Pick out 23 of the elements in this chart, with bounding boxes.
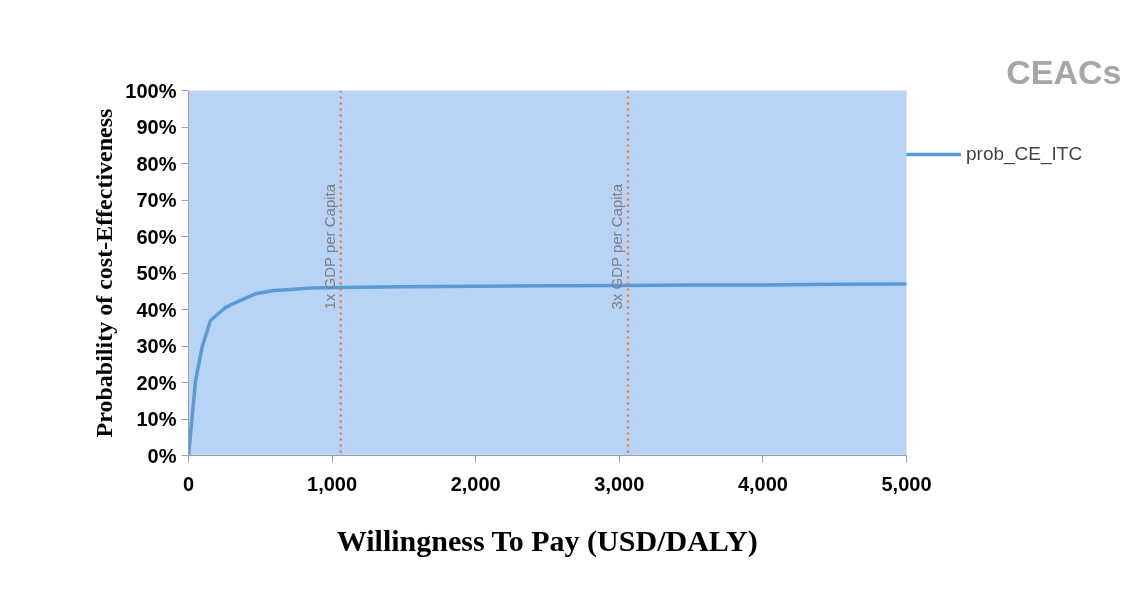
y-tick-label: 40% xyxy=(136,298,177,321)
x-axis-title: Willingness To Pay (USD/DALY) xyxy=(336,523,758,558)
y-tick-label: 100% xyxy=(125,79,177,102)
y-tick-label: 90% xyxy=(136,116,177,138)
legend-label: prob_CE_ITC xyxy=(966,143,1083,165)
x-tick-label: 3,000 xyxy=(594,472,645,495)
y-tick-label: 60% xyxy=(136,225,177,248)
x-tick-label: 5,000 xyxy=(881,472,932,495)
y-tick-label: 10% xyxy=(136,408,177,430)
x-tick-label: 4,000 xyxy=(737,472,788,495)
y-tick-label: 30% xyxy=(136,335,177,357)
ref-line-label: 1x GDP per Capita xyxy=(320,183,338,310)
x-tick-label: 1,000 xyxy=(307,472,358,495)
x-tick-label: 2,000 xyxy=(450,472,501,495)
y-tick-label: 80% xyxy=(136,152,177,175)
text: CEACs xyxy=(1006,52,1122,91)
x-tick-label: 0 xyxy=(182,472,195,495)
y-tick-label: 0% xyxy=(147,444,177,467)
y-tick-label: 70% xyxy=(136,189,177,211)
y-tick-label: 50% xyxy=(136,262,177,284)
y-tick-label: 20% xyxy=(136,371,177,394)
y-axis-title: Probability of cost-Effectiveness xyxy=(91,108,118,438)
ref-line-label: 3x GDP per Capita xyxy=(607,183,625,310)
